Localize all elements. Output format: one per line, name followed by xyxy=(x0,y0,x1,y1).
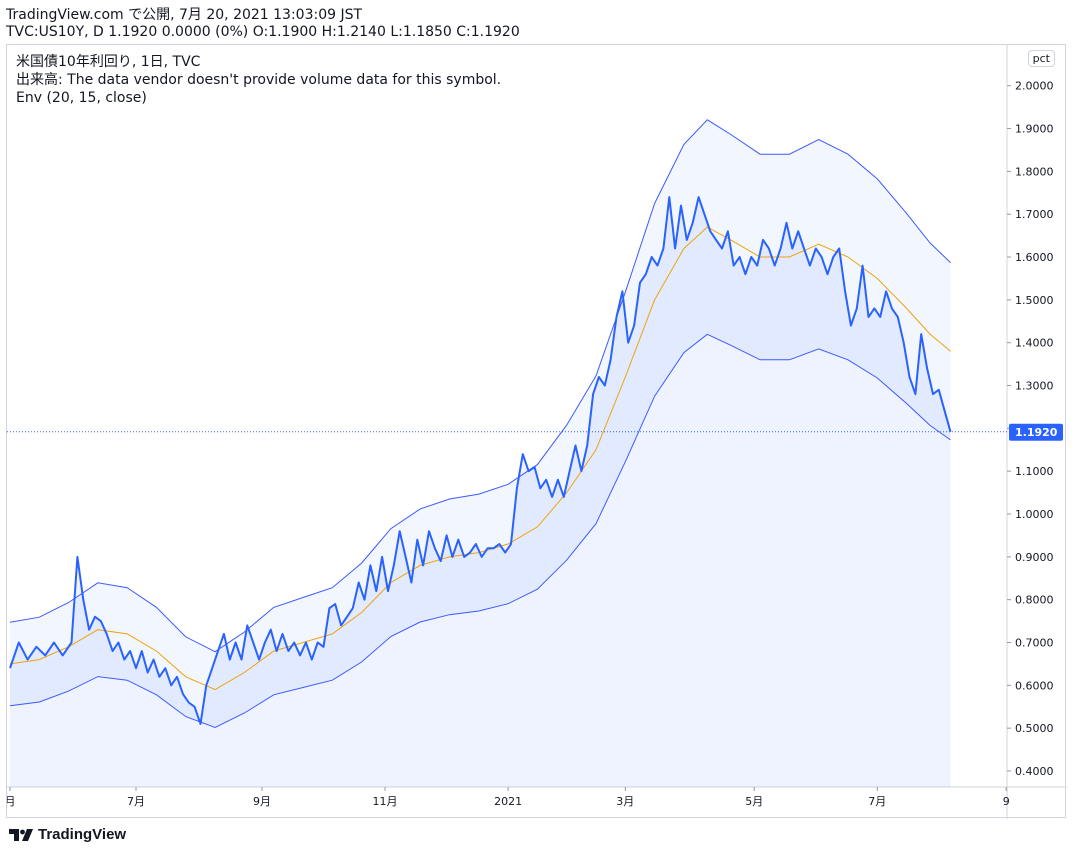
ohlc-info: TVC:US10Y, D 1.1920 0.0000 (0%) O:1.1900… xyxy=(6,24,520,40)
x-tick-label: 11月 xyxy=(373,795,398,808)
price-line xyxy=(9,196,952,725)
brand-name: TradingView xyxy=(38,826,127,843)
tradingview-logo-icon xyxy=(9,828,33,841)
brand-logo[interactable]: TradingView xyxy=(8,826,126,843)
chart-svg[interactable]: 0.4000 0.5000 0.6000 0.7000 0.8000 0.9000 1.00… xyxy=(7,45,1067,819)
y-tick-label: 0.5000 xyxy=(1015,722,1054,735)
x-tick-label: 9 xyxy=(1003,795,1010,808)
y-tick-label: 1.3000 xyxy=(1015,380,1054,393)
x-tick-label: 3月 xyxy=(616,795,634,808)
x-tick-label: 7月 xyxy=(868,795,886,808)
y-tick-label: 0.7000 xyxy=(1015,637,1054,650)
y-tick-label: 0.6000 xyxy=(1015,679,1054,692)
envelope-upper-line xyxy=(9,119,951,653)
x-tick-label: 7月 xyxy=(127,795,145,808)
y-tick-label: 0.8000 xyxy=(1015,594,1054,607)
y-tick-label: 0.9000 xyxy=(1015,551,1054,564)
y-tick-label: 1.4000 xyxy=(1015,337,1054,350)
envelope-fill xyxy=(10,119,951,728)
legend-indicator[interactable]: Env (20, 15, close) xyxy=(16,90,147,106)
unit-button[interactable]: pct xyxy=(1027,50,1055,67)
y-tick-label: 1.8000 xyxy=(1015,165,1054,178)
y-tick-label: 1.7000 xyxy=(1015,208,1054,221)
y-tick-label: 1.1000 xyxy=(1015,465,1054,478)
y-tick-label: 1.5000 xyxy=(1015,294,1054,307)
legend-symbol[interactable]: 米国債10年利回り, 1日, TVC xyxy=(16,54,201,70)
y-tick-label: 1.6000 xyxy=(1015,251,1054,264)
y-tick-label: 2.0000 xyxy=(1015,80,1054,93)
chart-frame[interactable]: 0.4000 0.5000 0.6000 0.7000 0.8000 0.9000 1.00… xyxy=(6,44,1067,819)
y-tick-label: 0.4000 xyxy=(1015,765,1054,778)
envelope-lower-line xyxy=(9,333,951,729)
publish-info: TradingView.com で公開, 7月 20, 2021 13:03:0… xyxy=(6,7,363,23)
x-tick-label: 5月 xyxy=(745,795,763,808)
legend-volume: 出来高: The data vendor doesn't provide vol… xyxy=(16,72,502,88)
x-tick-label: 2021 xyxy=(494,795,522,808)
y-tick-label: 1.9000 xyxy=(1015,123,1054,136)
x-tick-label: 9月 xyxy=(253,795,271,808)
chart-legend: 米国債10年利回り, 1日, TVC 出来高: The data vendor … xyxy=(16,53,501,107)
last-price-tag xyxy=(1009,423,1063,441)
x-tick-label: 月 xyxy=(7,795,16,808)
last-price-label: 1.1920 xyxy=(1015,426,1058,439)
y-tick-label: 1.0000 xyxy=(1015,508,1054,521)
price-area-fill xyxy=(10,197,951,788)
